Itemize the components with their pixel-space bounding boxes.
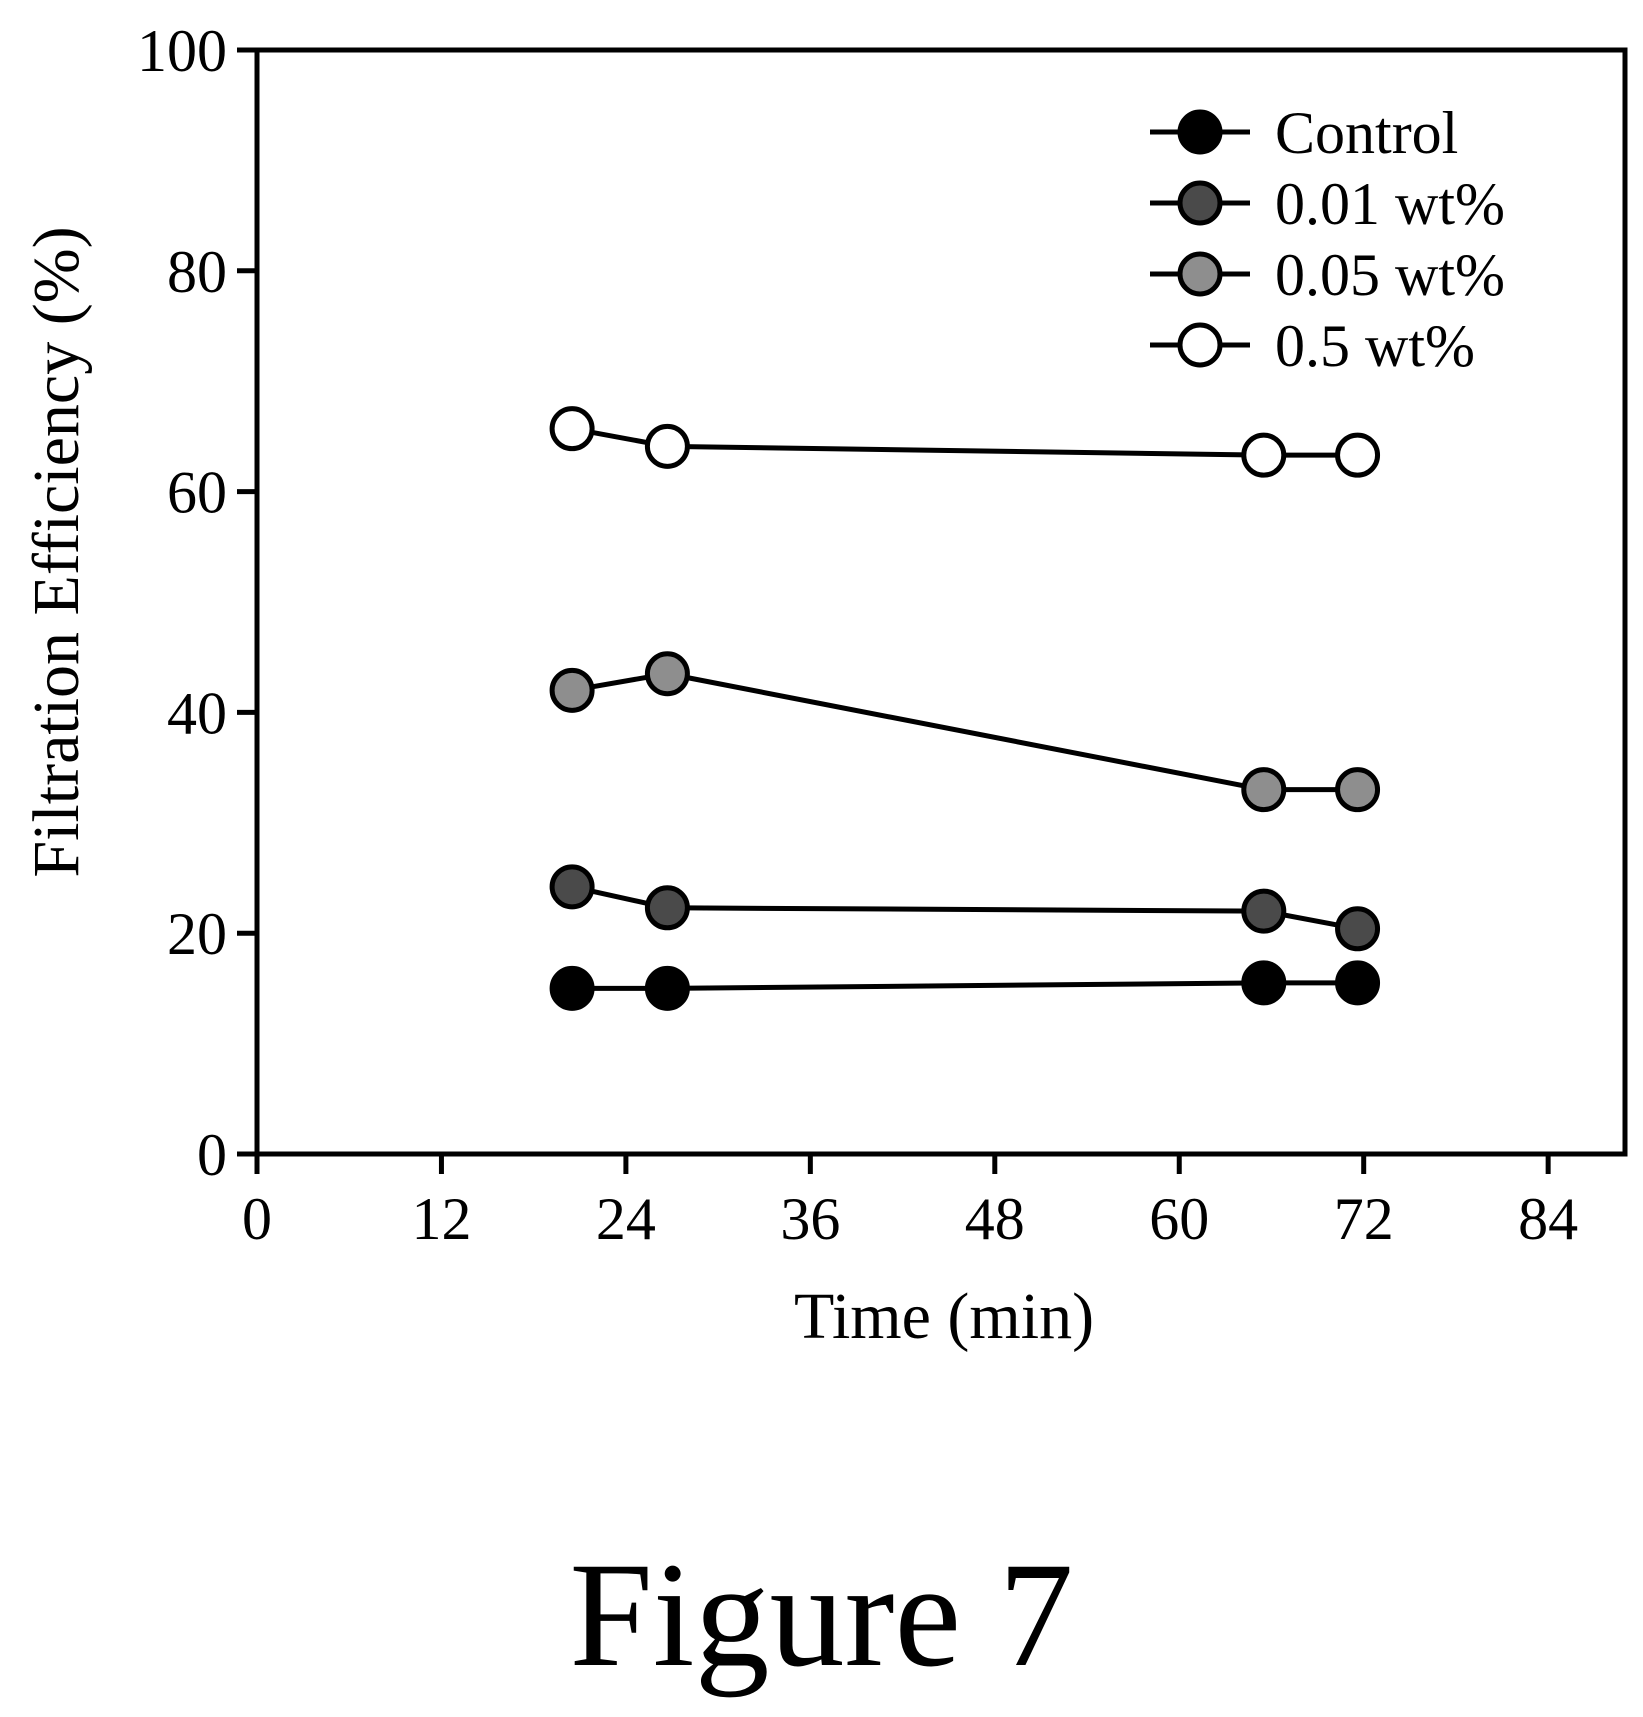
data-point — [1335, 906, 1381, 952]
data-point — [549, 965, 595, 1011]
y-tick-label: 60 — [167, 460, 227, 526]
data-point — [1335, 767, 1381, 813]
series-group — [549, 406, 1381, 1011]
x-tick-label: 12 — [411, 1186, 471, 1252]
y-tick-label: 40 — [167, 680, 227, 746]
x-tick-label: 0 — [242, 1186, 272, 1252]
data-point — [644, 885, 690, 931]
data-point — [644, 423, 690, 469]
data-point — [549, 864, 595, 910]
data-point — [1241, 888, 1287, 934]
x-tick-label: 60 — [1149, 1186, 1209, 1252]
ticks: 0 20 40 60 80 100 0 12 24 36 48 60 72 84 — [137, 18, 1578, 1252]
series-line — [572, 980, 1358, 991]
legend-marker — [1177, 109, 1223, 155]
y-axis-title: Filtration Efficiency (%) — [20, 226, 93, 877]
series-line — [571, 426, 1358, 458]
series-line — [571, 671, 1358, 793]
data-point — [1241, 432, 1287, 478]
legend-label: 0.01 wt% — [1275, 171, 1505, 237]
data-point — [1241, 960, 1287, 1006]
data-point — [549, 406, 595, 452]
x-tick-label: 84 — [1518, 1186, 1578, 1252]
legend-marker — [1177, 322, 1223, 368]
y-tick-label: 80 — [167, 239, 227, 305]
figure-caption: Figure 7 — [569, 1532, 1074, 1698]
x-tick-label: 48 — [965, 1186, 1025, 1252]
x-tick-label: 24 — [596, 1186, 656, 1252]
plot-frame — [254, 47, 1628, 1157]
data-point — [644, 965, 690, 1011]
data-point — [1335, 960, 1381, 1006]
x-axis-title: Time (min) — [794, 1280, 1094, 1353]
axes — [254, 47, 1628, 1157]
legend-label: 0.5 wt% — [1275, 313, 1475, 379]
data-point — [549, 667, 595, 713]
series-line — [571, 884, 1359, 932]
legend-label: Control — [1275, 100, 1458, 166]
y-tick-label: 0 — [197, 1122, 227, 1188]
legend-marker — [1177, 251, 1223, 297]
data-point — [644, 651, 690, 697]
legend-marker — [1177, 180, 1223, 226]
x-tick-label: 36 — [780, 1186, 840, 1252]
y-tick-label: 100 — [137, 18, 227, 84]
x-tick-label: 72 — [1334, 1186, 1394, 1252]
legend-label: 0.05 wt% — [1275, 242, 1505, 308]
data-point — [1241, 767, 1287, 813]
data-point — [1335, 432, 1381, 478]
y-tick-label: 20 — [167, 901, 227, 967]
